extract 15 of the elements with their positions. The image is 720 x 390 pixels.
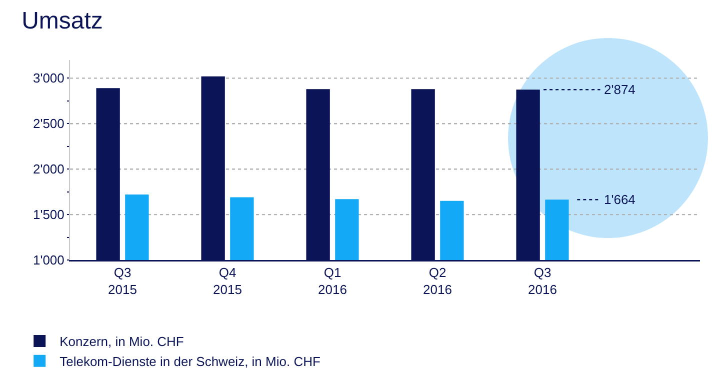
data-label: 1'664 xyxy=(604,192,636,207)
y-tick-label: 2'000 xyxy=(32,162,64,177)
x-tick-label: Q3 2016 xyxy=(528,265,557,297)
legend-label: Konzern, in Mio. CHF xyxy=(60,334,184,350)
data-label: 2'874 xyxy=(604,82,636,97)
x-tick-label: Q3 2015 xyxy=(108,265,137,297)
y-tick-label: 1'500 xyxy=(32,207,64,222)
chart-title: Umsatz xyxy=(22,8,103,34)
y-tick-label: 3'000 xyxy=(32,70,64,86)
legend-label: Telekom-Dienste in der Schweiz, in Mio. CHF xyxy=(60,354,320,369)
y-tick-label: 1'000 xyxy=(32,252,64,268)
x-tick-label: Q2 2016 xyxy=(423,265,452,297)
x-tick-label: Q4 2015 xyxy=(213,265,242,297)
x-tick-label: Q1 2016 xyxy=(318,265,347,297)
y-tick-label: 2'500 xyxy=(32,116,64,132)
